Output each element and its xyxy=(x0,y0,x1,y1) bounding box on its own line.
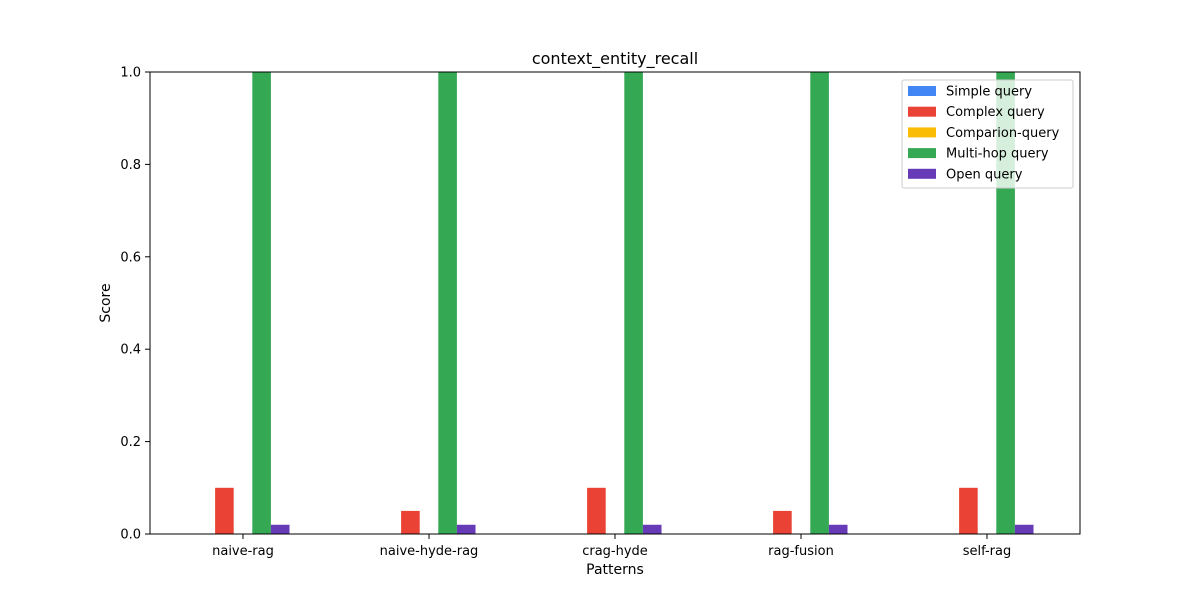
bar-open-query-crag-hyde xyxy=(642,524,662,534)
legend-swatch xyxy=(908,86,936,96)
x-tick-label: rag-fusion xyxy=(768,544,834,559)
bar-multi-hop-query-naive-hyde-rag xyxy=(438,72,457,534)
x-axis-ticks: naive-rag naive-hyde-rag crag-hyde rag-fusi… xyxy=(212,534,1011,559)
bar-multi-hop-query-naive-rag xyxy=(252,72,271,534)
legend-label: Multi-hop query xyxy=(946,147,1049,162)
bar-complex-query-rag-fusion xyxy=(773,510,792,534)
y-tick-label: 0.0 xyxy=(120,528,141,543)
legend-label: Comparion-query xyxy=(946,126,1060,141)
y-tick-label: 0.6 xyxy=(120,250,141,265)
legend: Simple query Complex query Comparion-query… xyxy=(901,79,1074,189)
bar-open-query-rag-fusion xyxy=(828,524,848,534)
x-tick-label: self-rag xyxy=(963,544,1012,559)
chart-title: context_entity_recall xyxy=(532,49,698,69)
legend-label: Complex query xyxy=(946,105,1045,120)
bar-open-query-self-rag xyxy=(1014,524,1034,534)
x-axis-label: Patterns xyxy=(586,562,644,578)
y-axis-ticks: 0.0 0.2 0.4 0.6 0.8 1.0 xyxy=(120,66,150,543)
bar-multi-hop-query-crag-hyde xyxy=(624,72,643,534)
y-tick-label: 1.0 xyxy=(120,66,141,81)
legend-label: Simple query xyxy=(946,85,1032,100)
legend-swatch xyxy=(908,168,936,179)
y-axis-label: Score xyxy=(98,283,114,322)
x-tick-label: crag-hyde xyxy=(582,544,648,559)
y-tick-label: 0.2 xyxy=(120,435,141,450)
legend-swatch xyxy=(908,127,936,138)
bar-multi-hop-query-rag-fusion xyxy=(810,72,829,534)
legend-swatch xyxy=(908,106,936,117)
bar-complex-query-self-rag xyxy=(959,487,978,534)
bar-open-query-naive-hyde-rag xyxy=(456,524,476,534)
legend-box xyxy=(901,79,1074,189)
y-tick-label: 0.4 xyxy=(120,343,141,358)
legend-label: Open query xyxy=(946,167,1023,182)
bar-open-query-naive-rag xyxy=(270,524,290,534)
x-tick-label: naive-rag xyxy=(212,544,274,559)
legend-swatch xyxy=(908,148,936,159)
y-tick-label: 0.8 xyxy=(120,158,141,173)
bar-complex-query-naive-hyde-rag xyxy=(401,510,420,534)
bar-complex-query-crag-hyde xyxy=(587,487,606,534)
x-tick-label: naive-hyde-rag xyxy=(380,544,479,559)
bar-complex-query-naive-rag xyxy=(215,487,234,534)
bars-layer xyxy=(215,72,1034,534)
